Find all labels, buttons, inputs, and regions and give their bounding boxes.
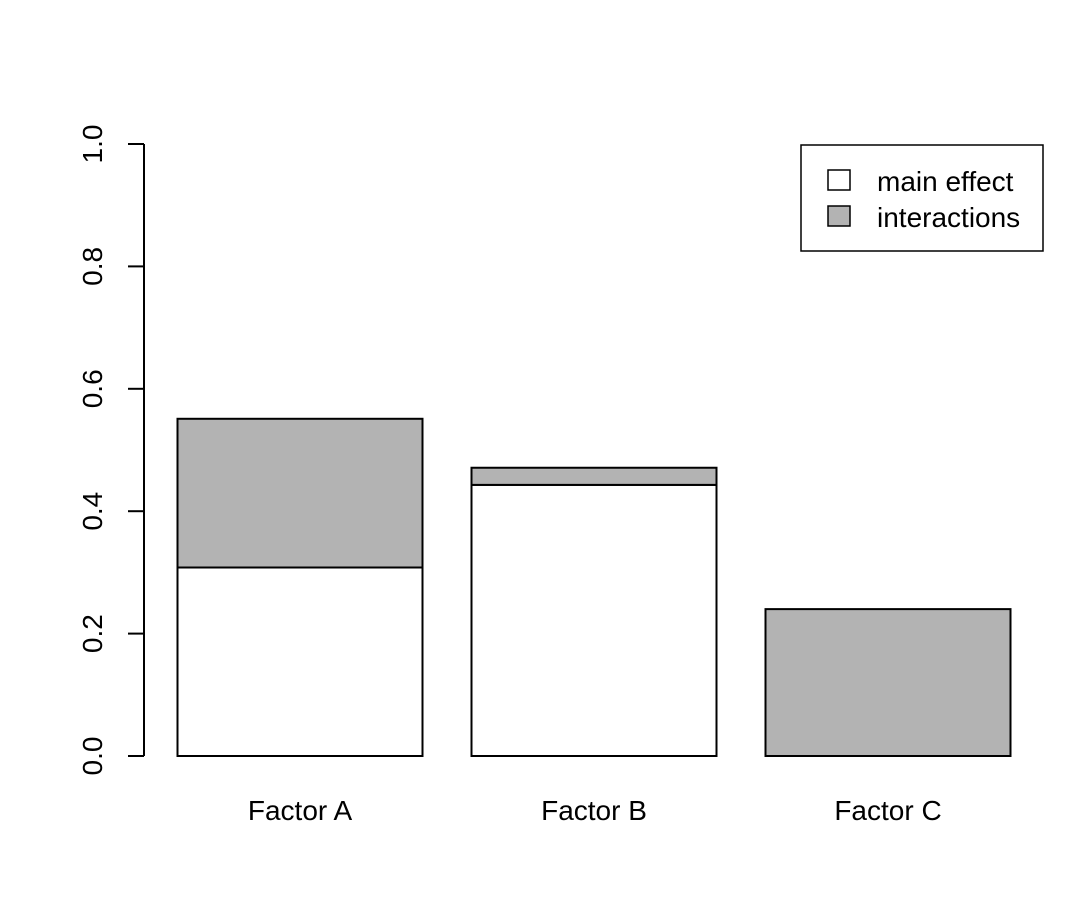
y-axis: 0.0 0.2 0.4 0.6 0.8 1.0 bbox=[77, 125, 145, 776]
x-tick-label-factor-a: Factor A bbox=[248, 795, 353, 826]
legend-box bbox=[800, 144, 1044, 252]
bar-factor-b-interactions bbox=[470, 466, 718, 486]
legend-label-interactions: interactions bbox=[877, 202, 1020, 233]
y-tick-label-4: 0.8 bbox=[77, 247, 108, 286]
y-tick-label-1: 0.2 bbox=[77, 614, 108, 653]
y-tick-label-2: 0.4 bbox=[77, 492, 108, 531]
bar-factor-a-interactions bbox=[176, 417, 424, 569]
x-axis-labels: Factor A Factor B Factor C bbox=[248, 795, 942, 826]
bars-group bbox=[176, 417, 1012, 758]
x-tick-label-factor-c: Factor C bbox=[834, 795, 941, 826]
x-tick-label-factor-b: Factor B bbox=[541, 795, 647, 826]
y-tick-label-3: 0.6 bbox=[77, 369, 108, 408]
bar-factor-b-main-effect bbox=[470, 483, 718, 757]
bar-factor-c-interactions bbox=[764, 608, 1012, 757]
bar-factor-a-main-effect bbox=[176, 566, 424, 758]
legend: main effect interactions bbox=[800, 144, 1044, 252]
legend-swatch-main-effect bbox=[827, 169, 851, 191]
y-tick-label-5: 1.0 bbox=[77, 125, 108, 164]
y-tick-label-0: 0.0 bbox=[77, 737, 108, 776]
legend-swatch-interactions bbox=[827, 205, 851, 227]
legend-label-main-effect: main effect bbox=[877, 166, 1014, 197]
